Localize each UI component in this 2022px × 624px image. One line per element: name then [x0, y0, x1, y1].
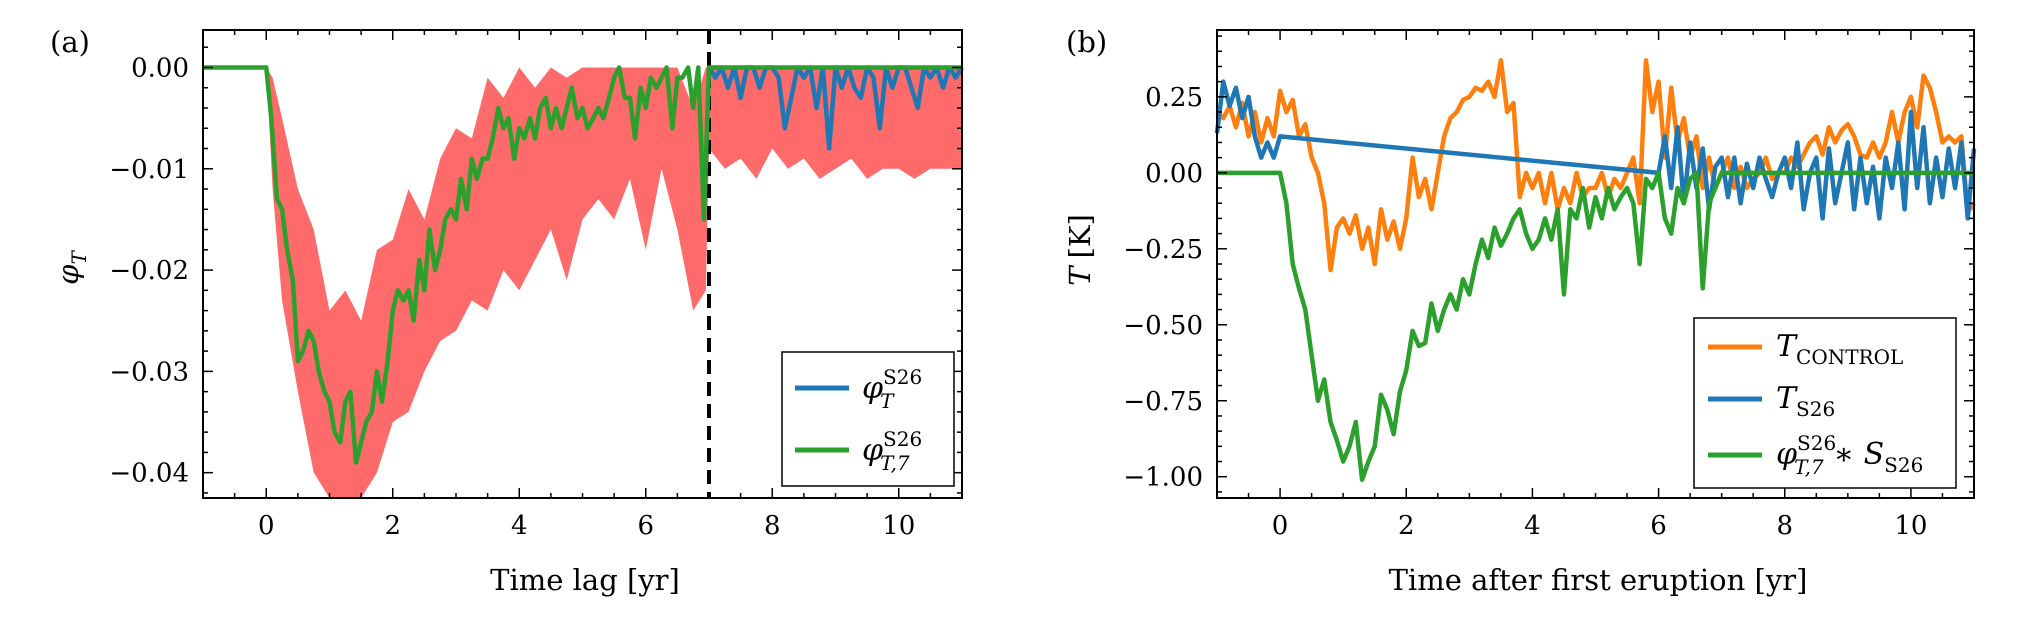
panel-b-y-symbol: T: [1063, 264, 1097, 286]
panel-a-y-symbol: φ: [51, 264, 85, 285]
panel-a-y-axis-label: φT: [51, 250, 91, 285]
panel-a-y-tick-label: −0.02: [109, 256, 189, 286]
panel-b-x-axis-label: Time after first eruption [yr]: [1389, 563, 1808, 597]
panel-b-y-axis-label: T [K]: [1063, 214, 1097, 286]
panel-b-x-tick-label: 4: [1524, 511, 1541, 541]
panel-b-y-tick-label: −0.75: [1123, 387, 1203, 417]
panel-b-x-tick-label: 6: [1650, 511, 1667, 541]
panel-a-x-tick-label: 4: [511, 511, 528, 541]
panel-a-x-tick-label: 8: [764, 511, 781, 541]
panel-a-x-ticks: 0 2 4 6 8 10: [202, 30, 963, 541]
panel-b-x-tick-label: 10: [1894, 511, 1927, 541]
panel-a-y-tick-label: 0.00: [131, 53, 189, 83]
panel-b-legend: TCONTROL TS26 φS26 T,7 ∗ SS26: [1693, 317, 1957, 489]
panel-a-legend: φS26 T φS26 T,7: [781, 351, 955, 487]
panel-a-series-line-2: [203, 65, 962, 465]
panel-b-y-tick-label: 0.00: [1145, 159, 1203, 189]
panel-b-x-ticks: 0 2 4 6 8 10: [1216, 30, 1975, 541]
panel-a-band-area: [266, 67, 962, 498]
panel-a-y-tick-label: −0.01: [109, 155, 189, 185]
panel-a-y-tick-label: −0.03: [109, 357, 189, 387]
panel-b-y-tick-label: −1.00: [1123, 463, 1203, 493]
panel-b-series-line-3: [1217, 170, 1974, 483]
panel-a-x-tick-label: 2: [384, 511, 401, 541]
panel-a-uncertainty-band: [266, 67, 962, 498]
panel-b-series-line-1: [1215, 58, 1976, 273]
panel-b-y-tick-label: 0.25: [1145, 83, 1203, 113]
panel-a-x-tick-label: 6: [637, 511, 654, 541]
panel-a-legend-label-1: φS26 T: [862, 365, 922, 413]
panel-a-legend-box: [781, 351, 955, 487]
panel-b-y-unit: [K]: [1063, 214, 1097, 258]
panel-b-x-tick-label: 2: [1398, 511, 1415, 541]
panel-a-x-tick-label: 0: [258, 511, 275, 541]
panel-b-label: (b): [1066, 25, 1107, 59]
panel-b-legend-label-1: TCONTROL: [1776, 329, 1903, 369]
panel-b-series: [1214, 58, 1977, 483]
panel-a-series: [203, 65, 964, 465]
panel-b-y-tick-label: −0.25: [1123, 235, 1203, 265]
panel-a-label: (a): [50, 25, 90, 59]
panel-b-legend-label-2: TS26: [1776, 381, 1835, 421]
panel-a-x-axis-label: Time lag [yr]: [490, 563, 680, 597]
panel-b-x-tick-label: 8: [1776, 511, 1793, 541]
panel-a: (a) 0 2 4 6 8 10 0.00 −0.01 −0.02 −0.03 −0.04 Tim…: [50, 25, 964, 597]
panel-b-series-line-2: [1214, 79, 1977, 221]
panel-a-x-tick-label: 10: [882, 511, 915, 541]
panel-a-y-tick-label: −0.04: [109, 459, 189, 489]
panel-a-y-sub: T: [67, 250, 91, 265]
panel-b-legend-label-3: φS26 T,7 ∗ SS26: [1776, 431, 1923, 479]
panel-a-legend-label-2: φS26 T,7: [862, 427, 922, 475]
panel-b-y-tick-label: −0.50: [1123, 311, 1203, 341]
panel-a-y-ticks: 0.00 −0.01 −0.02 −0.03 −0.04: [109, 46, 962, 494]
panel-b: (b) 0 2 4 6 8 10 0.25 0.00 −0.25 −0.50 −0.75 −1.00…: [1063, 25, 1977, 597]
panel-b-x-tick-label: 0: [1272, 511, 1289, 541]
panel-b-y-ticks: 0.25 0.00 −0.25 −0.50 −0.75 −1.00: [1123, 35, 1974, 493]
